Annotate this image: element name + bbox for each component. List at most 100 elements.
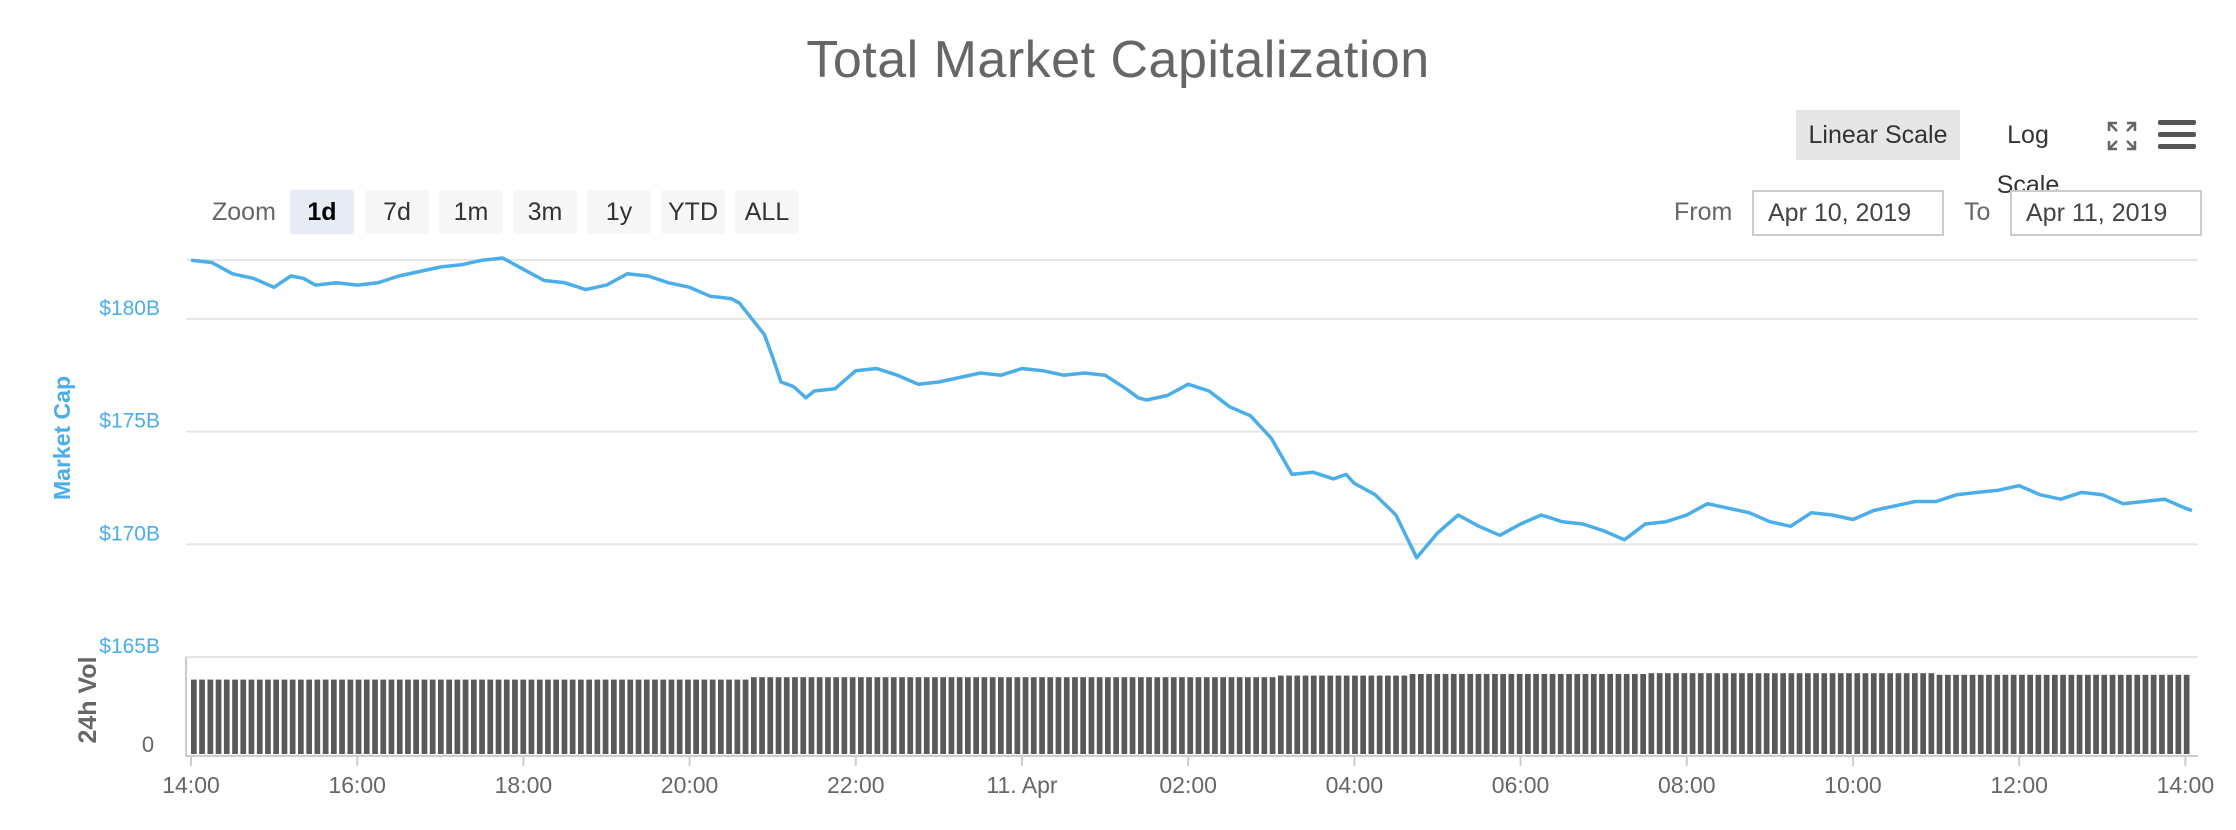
volume-bar [2150,674,2157,754]
volume-bar [191,679,197,754]
volume-bar [1623,674,1630,754]
volume-bar [932,677,938,754]
x-tick-label: 06:00 [1492,772,1550,798]
volume-bar [1945,674,1951,754]
volume-bar [1516,674,1523,754]
volume-bar [1722,673,1729,754]
volume-bar [1072,677,1078,754]
volume-bar [520,679,527,754]
zoom-1m-button[interactable]: 1m [439,190,503,234]
fullscreen-icon[interactable] [2106,120,2138,152]
volume-bar [1236,677,1243,754]
volume-bar [2126,674,2132,754]
volume-bar [1632,674,1638,754]
chart-title: Total Market Capitalization [806,31,1430,89]
linear-scale-button[interactable]: Linear Scale [1796,110,1960,160]
zoom-3m-button[interactable]: 3m [513,190,577,234]
volume-bar [512,679,518,754]
volume-bar [1862,673,1869,754]
x-tick-label: 14:00 [162,772,220,798]
volume-bar [2093,674,2099,754]
volume-bar [2109,674,2116,754]
volume-bar [899,677,905,754]
volume-bar [265,679,271,754]
volume-bar [2117,674,2124,754]
volume-bar [841,677,848,754]
volume-bar [816,677,823,754]
volume-bar [1656,673,1663,754]
volume-bar [2052,674,2058,754]
volume-bar [1986,674,1992,754]
volume-bar [792,677,798,754]
zoom-1d-button[interactable]: 1d [290,190,354,234]
volume-bar [643,679,650,754]
volume-bar [1138,677,1144,754]
volume-bar [1500,674,1506,754]
x-axis-ticks: 14:00 16:00 18:00 20:00 22:00 11. Apr 02:00 04:… [162,756,2214,798]
volume-bar [1747,673,1753,754]
from-date-input[interactable]: Apr 10, 2019 [1752,190,1944,236]
volume-bar [586,679,592,754]
volume-bar [965,677,971,754]
hamburger-menu-icon[interactable] [2158,119,2196,151]
volume-bar [314,679,321,754]
volume-bar [223,679,230,754]
volume-bar [1162,677,1169,754]
volume-bar [833,677,839,754]
volume-bar [602,679,609,754]
zoom-all-button[interactable]: ALL [735,190,799,234]
volume-bar [1574,674,1581,754]
volume-bar [1220,677,1226,754]
volume-bar [1310,675,1317,754]
volume-bar [759,677,765,754]
x-tick-label: 02:00 [1159,772,1217,798]
volume-bar [685,679,691,754]
y-axis-ticks: $180B $175B $170B $165B [99,297,160,658]
volume-bar [907,677,914,754]
volume-bar [405,679,411,754]
volume-bar [676,679,683,754]
volume-bar [611,679,617,754]
volume-bar [1780,673,1786,754]
volume-bar [1319,675,1325,754]
volume-bar [882,677,889,754]
volume-bar [1796,673,1803,754]
volume-bar [199,679,205,754]
volume-bar [660,679,667,754]
volume-bar [380,679,387,754]
volume-bar [1146,677,1152,754]
zoom-7d-button[interactable]: 7d [365,190,429,234]
to-label: To [1964,198,1991,226]
volume-bar [1014,677,1021,754]
volume-bar [536,679,543,754]
from-label: From [1674,198,1733,226]
volume-bar [1730,673,1737,754]
volume-bar [709,679,716,754]
volume-bar [1912,673,1918,754]
volume-bar [866,677,872,754]
volume-bar [553,679,559,754]
volume-bar [701,679,708,754]
volume-bar [1055,677,1062,754]
volume-bar [1294,675,1301,754]
volume-bar [594,679,601,754]
y-axis-title: Market Cap [49,376,75,500]
volume-bar [1360,675,1366,754]
volume-bar [487,679,494,754]
volume-bar [1088,677,1095,754]
x-tick-label: 08:00 [1658,772,1716,798]
volume-bar [207,679,214,754]
to-date-input[interactable]: Apr 11, 2019 [2010,190,2202,236]
volume-bar [1492,674,1498,754]
volume-bar [347,679,354,754]
volume-bar [775,677,782,754]
zoom-1y-button[interactable]: 1y [587,190,651,234]
volume-bar [1887,673,1893,754]
volume-bar [322,679,329,754]
volume-bar [858,677,864,754]
x-tick-label: 12:00 [1990,772,2048,798]
volume-bar [2101,674,2108,754]
volume-bar [578,679,584,754]
volume-bar [1928,673,1935,754]
zoom-ytd-button[interactable]: YTD [661,190,725,234]
